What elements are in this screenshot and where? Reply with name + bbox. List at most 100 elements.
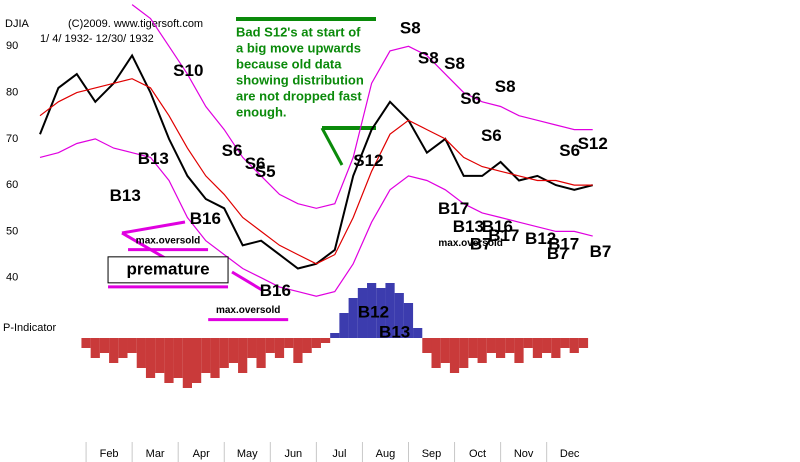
- indicator-bar: [330, 333, 340, 338]
- indicator-bar: [569, 338, 579, 353]
- band-line: [131, 4, 593, 209]
- indicator-bar: [274, 338, 285, 358]
- signal-label: B12: [525, 229, 556, 248]
- indicator-bar: [90, 338, 100, 358]
- callout-line: [231, 270, 263, 292]
- signal-label: B7: [470, 234, 492, 253]
- date-range: 1/ 4/ 1932- 12/30/ 1932: [40, 33, 154, 45]
- indicator-bar: [532, 338, 543, 358]
- signal-label: B16: [482, 217, 513, 236]
- indicator-bar: [219, 338, 229, 368]
- signal-label: S8: [444, 54, 465, 73]
- callout-line: [121, 231, 166, 260]
- signal-label: B13: [110, 186, 141, 205]
- note-line: enough.: [236, 104, 287, 119]
- indicator-bar: [542, 338, 552, 353]
- indicator-bar: [459, 338, 469, 368]
- indicator-bar: [293, 338, 303, 363]
- signal-label: B16: [190, 209, 221, 228]
- signal-label: B7: [547, 244, 569, 263]
- signal-label: S6: [460, 89, 481, 108]
- signal-label: S8: [400, 19, 421, 38]
- signal-label: S6: [559, 141, 580, 160]
- x-tick-label: Jun: [284, 448, 302, 460]
- indicator-bar: [495, 338, 506, 358]
- oversold-note: max.oversold: [136, 235, 200, 246]
- signal-label: B7: [590, 242, 612, 261]
- indicator-bar: [403, 303, 414, 338]
- signal-label: S8: [495, 77, 516, 96]
- signal-label: S12: [353, 151, 383, 170]
- callout-line: [121, 220, 186, 235]
- band-line: [39, 78, 593, 265]
- indicator-bar: [210, 338, 220, 378]
- indicator-bar: [173, 338, 183, 378]
- copyright: (C)2009. www.tigersoft.com: [68, 18, 203, 30]
- indicator-bar: [422, 338, 432, 353]
- signal-label: B13: [138, 149, 169, 168]
- indicator-bar: [247, 338, 257, 358]
- chart-title: DJIA: [5, 18, 30, 30]
- signal-label: B17: [488, 226, 519, 245]
- indicator-bar: [228, 338, 239, 363]
- indicator-bar: [265, 338, 275, 353]
- note-line: are not dropped fast: [236, 88, 362, 103]
- x-tick-label: Feb: [100, 448, 119, 460]
- signal-label: S10: [173, 61, 203, 80]
- y-tick-label: 40: [6, 272, 18, 284]
- indicator-bar: [394, 293, 404, 338]
- indicator-bar: [367, 283, 377, 338]
- y-tick-label: 90: [6, 40, 18, 52]
- signal-label: B13: [453, 217, 484, 236]
- signal-label: S6: [481, 126, 502, 145]
- indicator-bar: [477, 338, 487, 363]
- indicator-bar: [311, 338, 321, 348]
- indicator-bar: [284, 338, 294, 348]
- indicator-bar: [145, 338, 156, 378]
- note-line: a big move upwards: [236, 40, 361, 55]
- callout-box: [107, 256, 229, 284]
- oversold-note: max.oversold: [216, 305, 280, 316]
- indicator-bar: [348, 298, 358, 338]
- indicator-bar: [238, 338, 248, 373]
- signal-label: B17: [548, 234, 579, 253]
- callout-label: premature: [126, 259, 209, 278]
- indicator-bar: [136, 338, 146, 368]
- indicator-bar: [523, 338, 533, 348]
- indicator-bar: [99, 338, 110, 353]
- indicator-bar: [164, 338, 174, 383]
- indicator-bar: [486, 338, 496, 353]
- signal-label: S5: [255, 162, 276, 181]
- note-line: because old data: [236, 56, 342, 71]
- signal-label: B12: [358, 302, 389, 321]
- indicator-bar: [385, 283, 395, 338]
- y-tick-label: 70: [6, 133, 18, 145]
- indicator-bar: [127, 338, 137, 353]
- signal-label: B13: [379, 322, 410, 341]
- indicator-bar: [468, 338, 478, 358]
- indicator-bar: [256, 338, 266, 368]
- indicator-bar: [81, 338, 91, 348]
- indicator-bar: [413, 328, 423, 338]
- x-tick-label: Nov: [514, 448, 534, 460]
- band-line: [39, 138, 593, 297]
- indicator-title: P-Indicator: [3, 322, 57, 334]
- indicator-bar: [182, 338, 192, 388]
- indicator-bar: [201, 338, 211, 373]
- indicator-bar: [376, 288, 386, 338]
- indicator-bar: [578, 338, 589, 348]
- indicator-bar: [118, 338, 128, 358]
- signal-label: S6: [222, 141, 243, 160]
- x-tick-label: Dec: [560, 448, 580, 460]
- indicator-bar: [155, 338, 165, 373]
- x-tick-label: Oct: [469, 448, 486, 460]
- signal-label: B17: [438, 199, 469, 218]
- indicator-bar: [449, 338, 460, 373]
- indicator-bar: [357, 288, 368, 338]
- indicator-bar: [191, 338, 202, 383]
- indicator-bar: [302, 338, 312, 353]
- indicator-bar: [431, 338, 441, 368]
- x-tick-label: May: [237, 448, 258, 460]
- signal-label: S8: [418, 49, 439, 68]
- x-tick-label: Apr: [193, 448, 210, 460]
